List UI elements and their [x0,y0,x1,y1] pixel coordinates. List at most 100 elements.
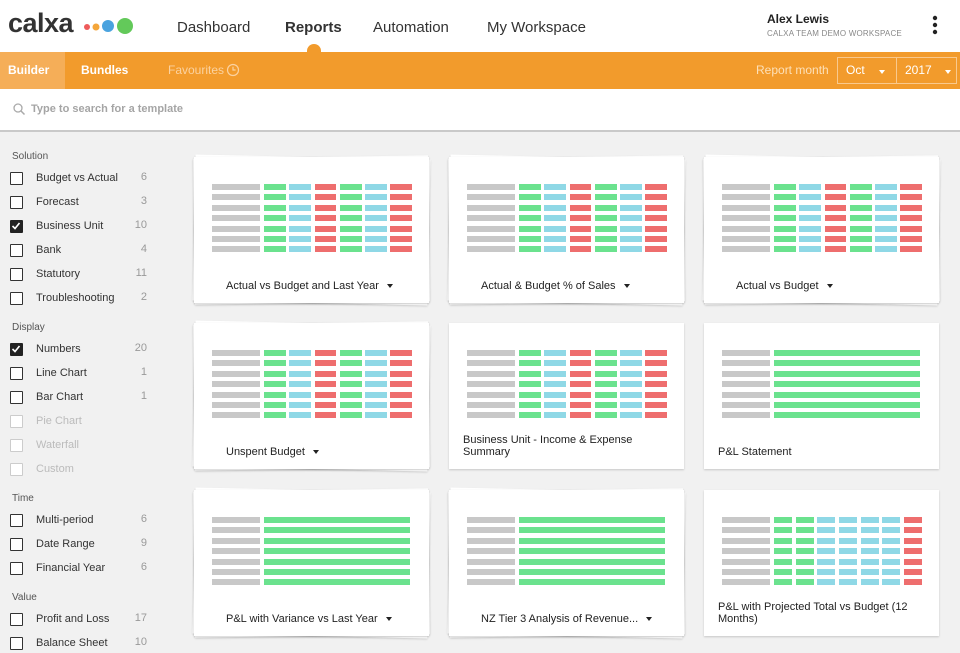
thumb-bar [645,246,667,253]
thumb-bar [838,517,858,523]
thumb-bar [212,391,260,398]
logo[interactable]: calxa [8,8,74,38]
checkbox[interactable] [10,172,23,185]
template-card[interactable]: P&L Statement [704,323,939,469]
tab[interactable]: Builder [0,52,65,89]
tab[interactable]: Favourites [168,63,225,77]
filter-label[interactable]: Bar Chart [36,391,84,403]
filter-label[interactable]: Statutory [36,268,81,280]
thumb-bar [365,194,387,201]
thumb-bar [569,236,592,242]
checkbox[interactable] [10,343,23,356]
dropdown-caret[interactable] [386,617,392,621]
year-select[interactable]: 2017 [896,57,957,84]
thumb-bar [817,537,836,544]
thumb-bar [774,517,793,523]
checkbox[interactable] [10,391,23,404]
dropdown-caret[interactable] [646,617,652,621]
thumb-bar [722,537,770,544]
nav-item[interactable]: Dashboard [177,19,251,36]
nav-item[interactable]: Automation [373,19,449,36]
nav-item[interactable]: My Workspace [487,19,586,36]
thumb-bar [620,412,642,419]
thumb-bar [620,236,642,242]
checkbox[interactable] [10,268,23,281]
thumb-bar [519,412,541,419]
tab[interactable]: Bundles [81,63,129,77]
checkbox[interactable] [10,562,23,575]
template-card[interactable]: NZ Tier 3 Analysis of Revenue... [449,490,684,636]
filter-label[interactable]: Numbers [36,343,81,355]
template-card[interactable]: Business Unit - Income & Expense Summary [449,323,684,469]
thumb-bar [289,381,311,388]
thumb-bar [875,204,897,211]
filter-label[interactable]: Financial Year [36,562,106,574]
thumb-bar [722,548,770,555]
checkbox[interactable] [10,514,23,527]
filter-label[interactable]: Line Chart [36,367,87,379]
filter-label[interactable]: Budget vs Actual [36,172,118,184]
thumb-bar [569,370,592,377]
thumb-bar [544,360,566,367]
thumb-bar [289,350,311,356]
dropdown-caret[interactable] [313,450,319,454]
thumb-bar [467,381,515,388]
thumb-bar [824,204,847,211]
filter-label[interactable]: Date Range [36,538,95,550]
search-bar[interactable]: Type to search for a template [0,89,960,132]
thumb-bar [544,236,566,242]
template-card[interactable]: P&L with Variance vs Last Year [194,490,429,636]
filter-label[interactable]: Business Unit [36,220,104,232]
thumb-bar [264,517,410,523]
filter-label[interactable]: Bank [36,244,62,256]
user-name[interactable]: Alex Lewis [767,12,830,26]
thumb-bar [544,350,566,356]
dropdown-caret[interactable] [387,284,393,288]
template-card[interactable]: Actual & Budget % of Sales [449,157,684,303]
filter-label: Custom [36,463,74,475]
thumb-bar [519,579,665,586]
kebab-menu[interactable] [931,15,939,37]
thumb-bar [860,517,879,523]
filter-label[interactable]: Profit and Loss [36,613,110,625]
filter-count: 6 [140,171,147,183]
thumb-bar [289,370,311,377]
checkbox[interactable] [10,196,23,209]
filter-label[interactable]: Balance Sheet [36,637,108,649]
dropdown-caret[interactable] [624,284,630,288]
thumb-bar [519,360,541,367]
filter-label[interactable]: Multi-period [36,514,94,526]
thumb-bar [314,381,337,388]
filter-section-title: Time [12,493,34,504]
thumb-bar [339,381,362,388]
template-card[interactable]: Unspent Budget [194,323,429,469]
checkbox[interactable] [10,613,23,626]
template-card[interactable]: Actual vs Budget [704,157,939,303]
thumb-bar [620,194,642,201]
thumb-bar [594,204,617,211]
thumb-bar [722,370,770,377]
checkbox[interactable] [10,367,23,380]
dropdown-caret[interactable] [827,284,833,288]
checkbox[interactable] [10,538,23,551]
thumb-bar [365,204,387,211]
thumb-bar [774,569,793,575]
template-title: Actual vs Budget [736,280,819,292]
template-card[interactable]: P&L with Projected Total vs Budget (12 M… [704,490,939,636]
filter-label[interactable]: Forecast [36,196,79,208]
template-card[interactable]: Actual vs Budget and Last Year [194,157,429,303]
thumb-bar [212,402,260,408]
year-value: 2017 [905,63,932,77]
checkbox[interactable] [10,220,23,233]
thumb-bar [519,527,665,534]
nav-item[interactable]: Reports [285,19,342,36]
checkbox[interactable] [10,292,23,305]
thumb-bar [314,350,337,356]
thumb-bar [264,569,410,575]
month-select[interactable]: Oct [837,57,897,84]
thumb-bar [900,194,922,201]
filter-label[interactable]: Troubleshooting [36,292,115,304]
checkbox[interactable] [10,637,23,650]
thumb-bar [882,558,901,565]
checkbox[interactable] [10,244,23,257]
